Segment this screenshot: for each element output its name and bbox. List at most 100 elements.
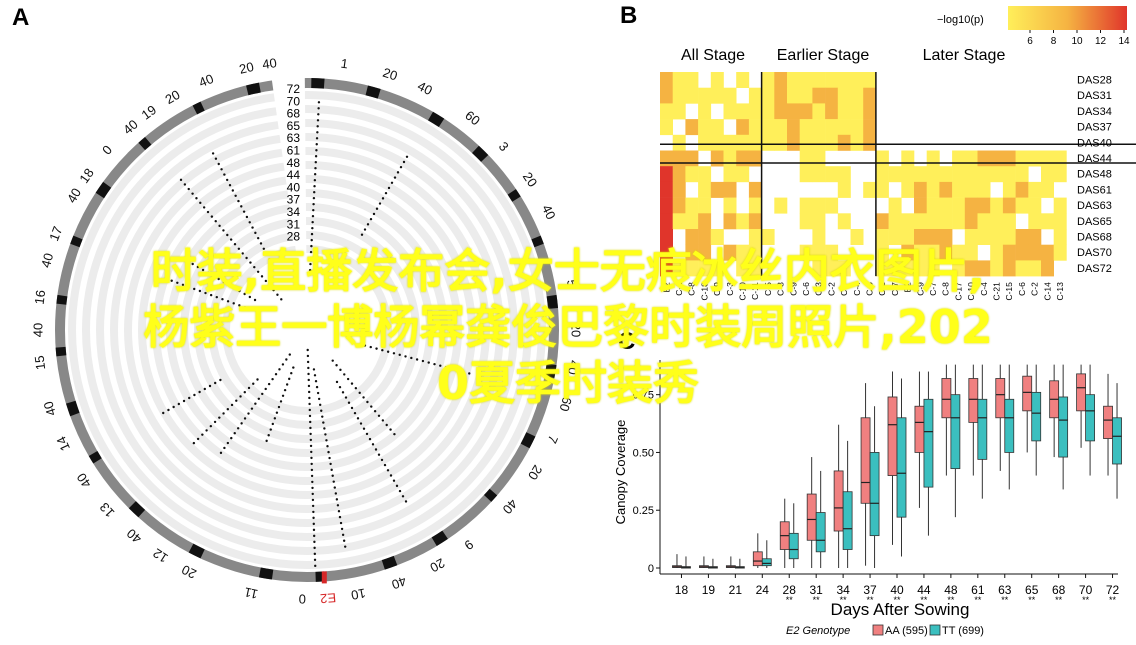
snp-point: [243, 306, 247, 309]
snp-point: [222, 229, 225, 232]
heatmap-cell: [710, 87, 724, 104]
heatmap-cell: [672, 181, 686, 198]
snp-point: [226, 441, 230, 445]
heatmap-cell: [914, 181, 927, 198]
x-tick-label: 24: [756, 583, 770, 597]
snp-point: [268, 284, 271, 287]
snp-point: [271, 422, 274, 426]
column-label: C-8: [941, 282, 951, 296]
chromosome-label: 20: [238, 59, 255, 77]
heatmap-cell: [685, 166, 699, 183]
snp-point: [253, 265, 256, 269]
box: [752, 551, 763, 567]
heatmap-cell: [672, 72, 686, 88]
snp-point: [347, 401, 351, 404]
column-label: E2: [903, 282, 913, 293]
heatmap-cell: [837, 213, 851, 230]
snp-point: [222, 280, 226, 284]
snp-point: [210, 215, 214, 218]
snp-point: [427, 361, 430, 364]
heatmap-cell: [863, 72, 877, 88]
snp-point: [333, 486, 336, 489]
heatmap-cell: [888, 166, 902, 183]
snp-point: [203, 387, 207, 391]
snp-point: [359, 422, 363, 425]
column-label: C-9: [788, 282, 798, 296]
snp-point: [320, 409, 323, 412]
heatmap-cell: [660, 166, 673, 183]
chromosome-label: 20: [162, 87, 182, 107]
circular-manhattan-plot: 1204060320405204060720409204010E20112012…: [30, 55, 583, 606]
snp-point: [306, 360, 310, 364]
snp-point: [265, 252, 268, 256]
column-label: C-17: [953, 282, 963, 301]
snp-point: [176, 281, 179, 285]
heatmap-cell: [812, 119, 826, 136]
snp-point: [250, 407, 254, 410]
chromosome-label: 19: [139, 102, 160, 123]
box: [788, 532, 799, 560]
heatmap-cell: [736, 119, 750, 136]
colorbar-tick-label: 12: [1095, 36, 1107, 47]
snp-point: [196, 265, 200, 269]
heatmap-cell: [723, 181, 737, 198]
panel-label-a: A: [12, 4, 29, 31]
x-tick-label: 70: [1079, 583, 1093, 597]
heatmap-cell: [1041, 244, 1054, 261]
column-label: C-11: [750, 282, 760, 300]
heatmap-cell: [964, 229, 978, 245]
snp-point: [227, 283, 231, 287]
heatmap-cell: [952, 244, 966, 261]
box: [977, 398, 988, 460]
snp-point: [381, 419, 385, 422]
box: [1103, 405, 1113, 439]
heatmap-cell: [723, 134, 737, 151]
grid-ring: [68, 91, 546, 569]
row-label: DAS48: [1077, 169, 1112, 181]
chromosome-label: 40: [40, 400, 59, 418]
snp-point: [310, 462, 313, 466]
stage-label: Later Stage: [923, 47, 1006, 64]
snp-point: [392, 479, 396, 482]
heatmap-cell: [1053, 150, 1067, 167]
heatmap-cell: [723, 103, 737, 120]
heatmap-cell: [748, 119, 762, 136]
snp-point: [393, 176, 397, 179]
snp-point: [170, 279, 173, 282]
snp-point: [311, 480, 314, 484]
heatmap-cell: [926, 150, 940, 167]
snp-point: [252, 382, 255, 385]
snp-point: [188, 396, 191, 400]
snp-point: [238, 289, 241, 293]
heatmap-cell: [685, 229, 699, 245]
snp-point: [192, 441, 196, 445]
snp-point: [335, 364, 338, 367]
heatmap-cell: [964, 213, 978, 230]
chromosome-label: 12: [150, 545, 170, 565]
colorbar-tick-label: 14: [1118, 36, 1130, 47]
snp-point: [309, 250, 313, 254]
snp-point: [230, 403, 234, 407]
heatmap-cell: [964, 150, 978, 167]
snp-point: [339, 368, 342, 372]
snp-point: [335, 380, 339, 384]
snp-point: [315, 385, 319, 389]
column-label: C-8: [687, 282, 697, 296]
heatmap-cell: [825, 119, 839, 136]
heatmap-cell: [1028, 260, 1042, 277]
heatmap-cell: [774, 134, 788, 151]
snp-point: [387, 186, 391, 190]
heatmap-cell: [698, 197, 712, 214]
snp-point: [179, 178, 183, 182]
box: [914, 405, 925, 453]
stage-label: All Stage: [681, 47, 745, 64]
heatmap-cell: [1002, 197, 1016, 214]
snp-point: [245, 256, 248, 260]
snp-point: [262, 247, 266, 250]
heatmap-cell: [977, 150, 991, 167]
snp-point: [251, 226, 254, 229]
snp-point: [256, 236, 260, 240]
colorbar-tick-label: 10: [1071, 36, 1083, 47]
snp-point: [226, 407, 230, 411]
